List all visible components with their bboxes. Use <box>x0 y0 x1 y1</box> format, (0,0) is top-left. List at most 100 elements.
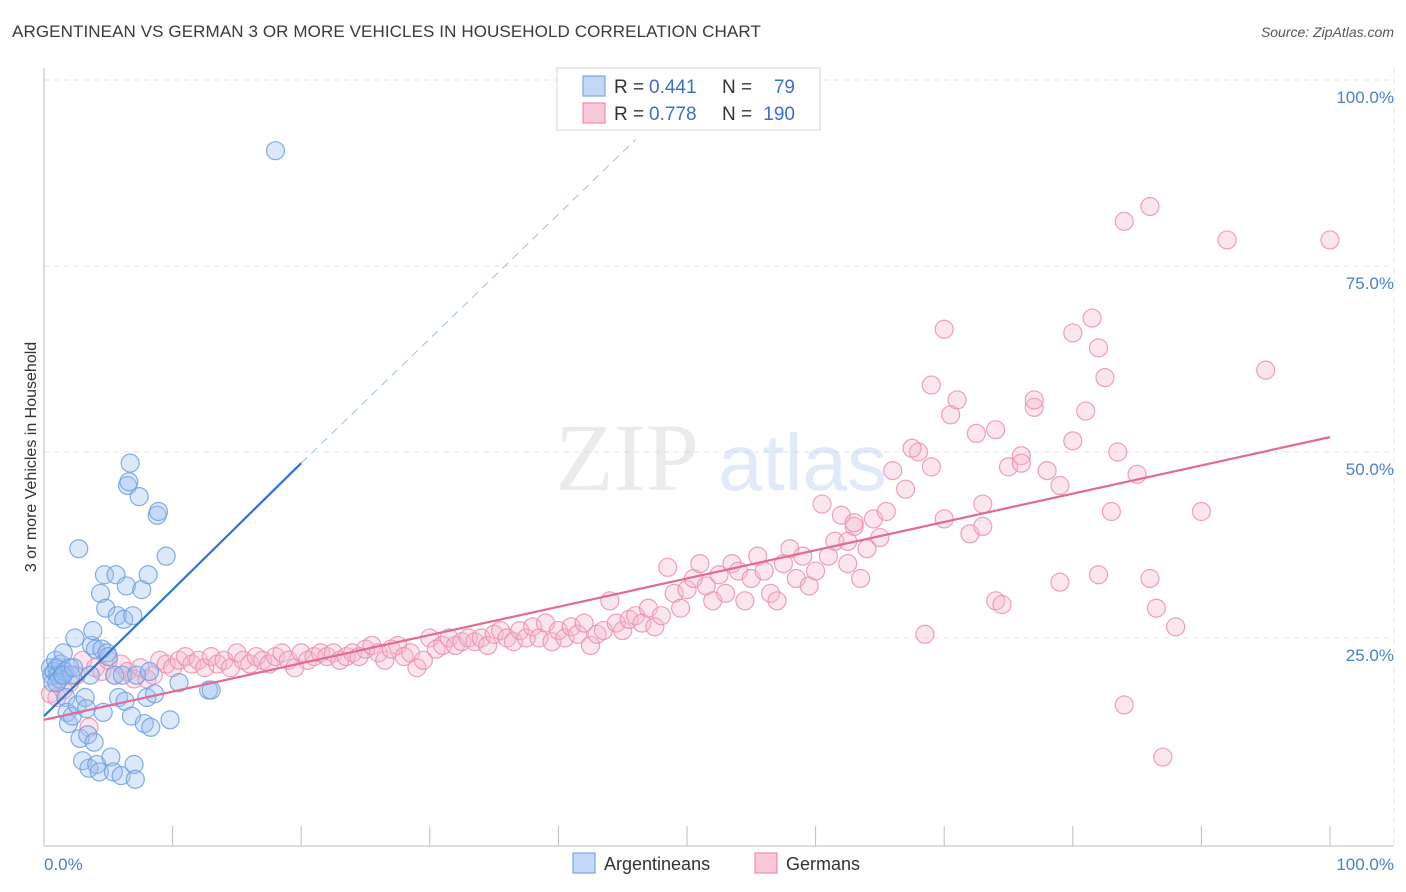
point-germans-105 <box>715 583 736 603</box>
x-tick-label-100: 100.0% <box>1336 855 1394 874</box>
point-argentineans-57 <box>125 769 145 789</box>
point-argentineans-18 <box>65 628 85 648</box>
point-germans-95 <box>651 606 671 626</box>
point-germans-151 <box>1217 230 1237 250</box>
gridlines <box>44 68 1395 846</box>
point-germans-155 <box>1114 211 1134 231</box>
point-germans-36 <box>272 643 292 663</box>
point-germans-172 <box>1050 572 1070 592</box>
point-germans-161 <box>966 423 986 443</box>
point-germans-112 <box>760 583 781 603</box>
point-germans-179 <box>1024 390 1044 410</box>
point-argentineans-64 <box>139 661 160 682</box>
point-argentineans-40 <box>101 747 121 767</box>
point-germans-68 <box>478 635 498 656</box>
point-germans-52 <box>375 650 395 670</box>
point-germans-139 <box>998 457 1019 477</box>
point-germans-80 <box>555 628 575 648</box>
point-argentineans-39 <box>98 646 118 667</box>
point-germans-175 <box>1114 695 1134 715</box>
point-germans-111 <box>754 561 774 581</box>
bottom-legend-swatch-argentineans <box>572 852 596 874</box>
point-argentineans-28 <box>83 620 103 641</box>
point-germans-31 <box>240 654 260 674</box>
point-argentineans-32 <box>89 762 109 782</box>
point-germans-142 <box>1037 461 1057 481</box>
legend: R = 0.441 N = 79 R = 0.778 N = 190 <box>556 67 821 131</box>
point-argentineans-63 <box>138 565 158 585</box>
point-argentineans-36 <box>94 565 115 585</box>
point-germans-178 <box>1146 598 1166 618</box>
point-germans-140 <box>1011 446 1031 466</box>
legend-n-label: N = <box>722 77 752 98</box>
point-germans-145 <box>1076 401 1096 421</box>
point-argentineans-33 <box>90 583 111 603</box>
point-argentineans-12 <box>56 687 76 708</box>
point-argentineans-53 <box>120 453 140 473</box>
point-argentineans-75 <box>47 673 67 693</box>
point-germans-156 <box>1063 323 1083 343</box>
point-germans-130 <box>883 461 903 481</box>
point-germans-160 <box>941 405 961 425</box>
point-germans-158 <box>934 319 954 339</box>
point-germans-70 <box>490 620 511 641</box>
point-germans-101 <box>690 553 710 574</box>
point-argentineans-37 <box>96 598 116 618</box>
point-argentineans-71 <box>169 673 189 693</box>
point-argentineans-20 <box>69 539 89 559</box>
bottom-legend: Argentineans Germans <box>572 852 860 874</box>
point-argentineans-47 <box>112 665 133 685</box>
point-germans-152 <box>1256 360 1276 380</box>
point-germans-25 <box>201 646 221 667</box>
point-germans-24 <box>195 658 215 678</box>
point-germans-154 <box>1140 196 1160 217</box>
point-argentineans-42 <box>105 665 125 685</box>
trend-germans <box>43 436 1331 721</box>
point-germans-29 <box>227 643 247 663</box>
point-germans-99 <box>677 580 697 600</box>
legend-r-germans: 0.778 <box>649 104 697 125</box>
point-germans-153 <box>1320 230 1340 250</box>
trend-lines <box>43 139 1331 721</box>
point-germans-137 <box>973 516 993 537</box>
y-axis-label: 3 or more Vehicles in Household <box>23 342 40 572</box>
point-germans-146 <box>1088 338 1109 358</box>
point-germans-88 <box>606 613 626 633</box>
point-argentineans-78 <box>80 665 100 685</box>
point-germans-149 <box>1166 617 1186 637</box>
point-germans-67 <box>471 628 491 648</box>
point-germans-165 <box>902 438 922 458</box>
point-germans-84 <box>580 635 601 656</box>
x-ticks <box>43 826 1331 846</box>
point-germans-39 <box>291 643 311 663</box>
series-argentineans <box>40 141 286 789</box>
point-germans-176 <box>1153 747 1173 767</box>
bottom-legend-argentineans: Argentineans <box>604 854 710 874</box>
point-germans-131 <box>896 479 916 499</box>
point-germans-126 <box>851 568 871 589</box>
point-germans-177 <box>992 594 1012 615</box>
point-germans-83 <box>574 613 594 633</box>
point-argentineans-69 <box>156 546 176 566</box>
point-germans-159 <box>921 375 941 395</box>
point-germans-75 <box>523 617 543 637</box>
point-argentineans-56 <box>124 754 144 775</box>
chart-title: ARGENTINEAN VS GERMAN 3 OR MORE VEHICLES… <box>12 22 761 41</box>
point-argentineans-58 <box>126 665 147 685</box>
point-argentineans-50 <box>116 576 136 596</box>
point-germans-62 <box>439 628 459 648</box>
point-germans-98 <box>670 598 691 618</box>
watermark: ZIP atlas <box>555 404 887 511</box>
point-germans-78 <box>542 632 562 652</box>
bottom-legend-germans: Germans <box>786 854 860 874</box>
point-germans-113 <box>767 591 787 611</box>
bottom-legend-swatch-germans <box>754 852 778 874</box>
watermark-atlas: atlas <box>718 418 887 507</box>
point-germans-163 <box>1095 368 1115 388</box>
point-argentineans-46 <box>111 766 131 786</box>
point-argentineans-52 <box>119 472 139 492</box>
point-germans-144 <box>1063 431 1083 451</box>
point-germans-117 <box>793 546 813 566</box>
y-tick-label-25: 25.0% <box>1346 646 1394 665</box>
point-germans-81 <box>561 617 581 637</box>
